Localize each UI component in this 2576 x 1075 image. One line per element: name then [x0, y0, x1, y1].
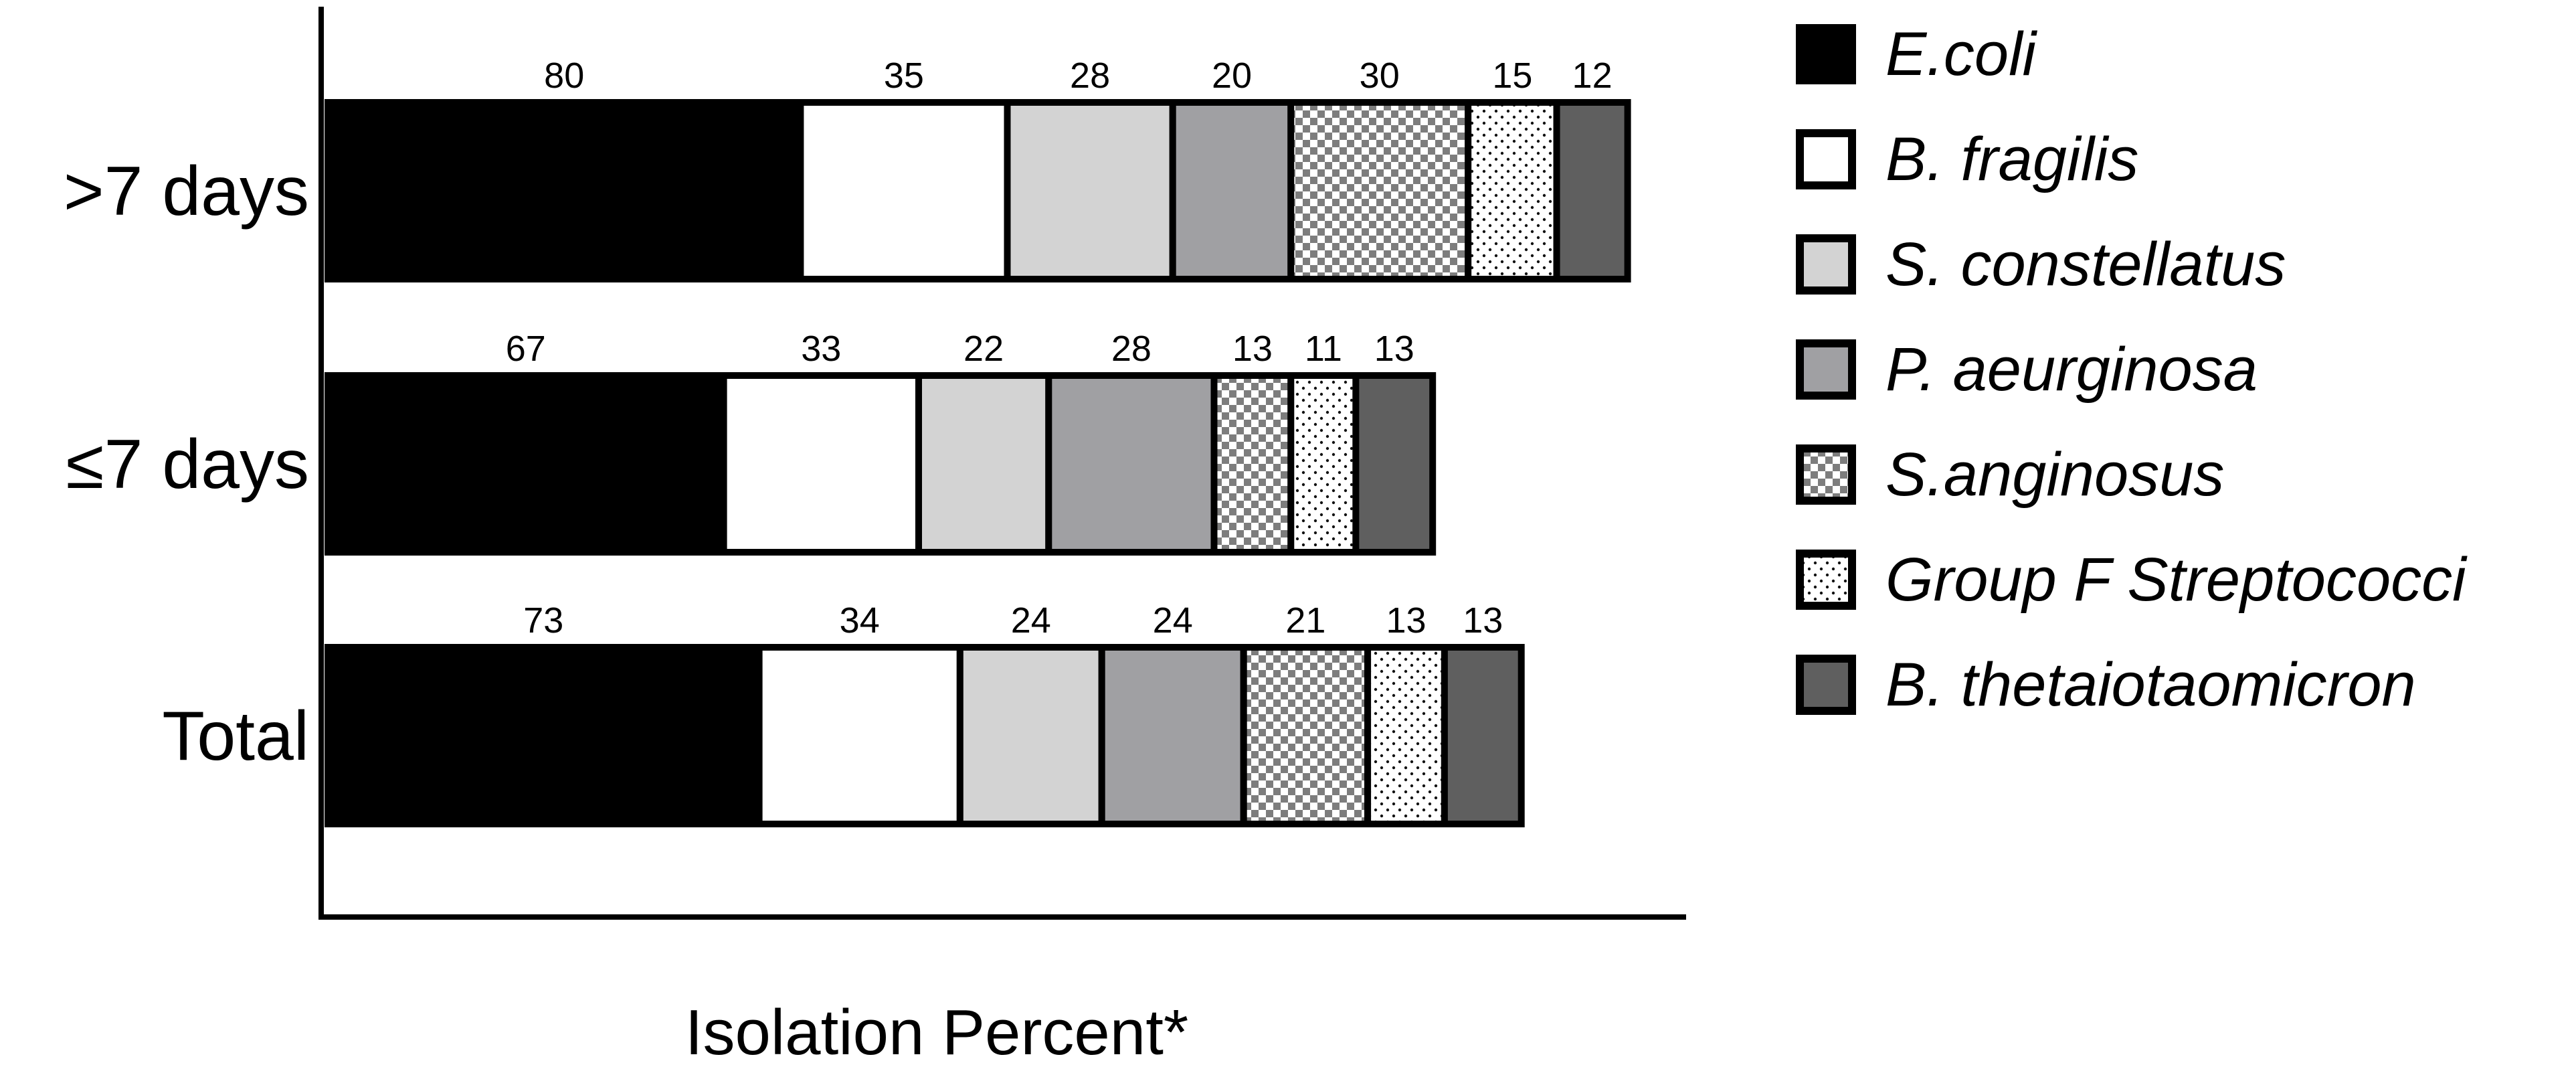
- legend-swatch-group-f-streptococci: [1796, 550, 1856, 610]
- bar-segment-b-thetaiotaomicron-gt-7-days: [1553, 99, 1631, 282]
- data-label-s-anginosus-total: 21: [1285, 600, 1325, 641]
- x-axis-label: Isolation Percent*: [685, 997, 1188, 1068]
- bar-segment-e-coli-le-7-days: [325, 372, 727, 556]
- data-label-s-constellatus-gt-7-days: 28: [1070, 56, 1110, 96]
- legend-label-group-f-streptococci: Group F Streptococci: [1885, 546, 2468, 614]
- data-label-group-f-streptococci-gt-7-days: 15: [1492, 56, 1532, 96]
- category-label-gt-7-days: >7 days: [64, 153, 309, 230]
- legend-swatch-b-fragilis: [1796, 129, 1856, 189]
- data-label-group-f-streptococci-total: 13: [1386, 600, 1426, 641]
- legend-swatch-s-constellatus: [1796, 234, 1856, 295]
- bar-segment-b-thetaiotaomicron-le-7-days: [1352, 372, 1437, 556]
- bar-segment-s-anginosus-le-7-days: [1210, 372, 1295, 556]
- bar-segment-b-fragilis-le-7-days: [720, 372, 922, 556]
- data-label-s-constellatus-total: 24: [1011, 600, 1051, 641]
- legend-label-e-coli: E.coli: [1885, 20, 2038, 88]
- bar-segment-s-constellatus-le-7-days: [915, 372, 1052, 556]
- bar-segment-s-anginosus-gt-7-days: [1287, 99, 1472, 282]
- category-labels: >7 days ≤7 days Total: [64, 153, 309, 775]
- legend-swatch-p-aeurginosa: [1796, 339, 1856, 400]
- bar-segment-p-aeurginosa-le-7-days: [1045, 372, 1218, 556]
- bar-segment-b-thetaiotaomicron-total: [1441, 644, 1525, 827]
- data-label-s-anginosus-le-7-days: 13: [1232, 329, 1273, 369]
- data-label-group-f-streptococci-le-7-days: 11: [1305, 329, 1342, 369]
- bar-segment-b-fragilis-gt-7-days: [797, 99, 1011, 282]
- legend: E.coli B. fragilis S. constellatus P. aeurg…: [1796, 20, 2468, 719]
- bar-segment-group-f-streptococci-gt-7-days: [1465, 99, 1560, 282]
- bar-segment-s-anginosus-total: [1240, 644, 1372, 827]
- legend-swatch-s-anginosus: [1796, 444, 1856, 505]
- bar-segment-p-aeurginosa-total: [1098, 644, 1247, 827]
- bar-segment-s-constellatus-total: [956, 644, 1105, 827]
- data-label-p-aeurginosa-total: 24: [1153, 600, 1193, 641]
- legend-label-p-aeurginosa: P. aeurginosa: [1885, 335, 2258, 404]
- legend-swatch-e-coli: [1796, 24, 1856, 84]
- bars-layer: 80 35 28 20 30 15 12 67 33 22 28 13 11 13 73 34 24 24 21 13…: [325, 56, 1631, 827]
- bar-segment-group-f-streptococci-total: [1364, 644, 1448, 827]
- bar-segment-s-constellatus-gt-7-days: [1004, 99, 1176, 282]
- category-label-le-7-days: ≤7 days: [66, 426, 310, 503]
- bar-segment-b-fragilis-total: [755, 644, 963, 827]
- data-label-p-aeurginosa-gt-7-days: 20: [1212, 56, 1252, 96]
- data-label-b-fragilis-total: 34: [840, 600, 880, 641]
- bar-segment-e-coli-total: [325, 644, 763, 827]
- bar-segment-e-coli-gt-7-days: [325, 99, 804, 282]
- data-label-e-coli-le-7-days: 67: [506, 329, 546, 369]
- category-label-total: Total: [162, 697, 309, 775]
- data-label-s-anginosus-gt-7-days: 30: [1360, 56, 1400, 96]
- data-label-b-thetaiotaomicron-gt-7-days: 12: [1572, 56, 1613, 96]
- data-label-e-coli-gt-7-days: 80: [544, 56, 584, 96]
- data-label-s-constellatus-le-7-days: 22: [963, 329, 1004, 369]
- data-label-b-fragilis-le-7-days: 33: [801, 329, 841, 369]
- bar-segment-p-aeurginosa-gt-7-days: [1169, 99, 1295, 282]
- data-label-e-coli-total: 73: [523, 600, 563, 641]
- bar-segment-group-f-streptococci-le-7-days: [1287, 372, 1360, 556]
- data-label-b-thetaiotaomicron-total: 13: [1463, 600, 1503, 641]
- legend-label-b-thetaiotaomicron: B. thetaiotaomicron: [1885, 651, 2416, 719]
- legend-swatch-b-thetaiotaomicron: [1796, 655, 1856, 715]
- legend-label-b-fragilis: B. fragilis: [1885, 125, 2138, 193]
- legend-label-s-constellatus: S. constellatus: [1885, 230, 2286, 299]
- data-label-p-aeurginosa-le-7-days: 28: [1111, 329, 1152, 369]
- data-label-b-thetaiotaomicron-le-7-days: 13: [1374, 329, 1414, 369]
- data-label-b-fragilis-gt-7-days: 35: [884, 56, 924, 96]
- legend-label-s-anginosus: S.anginosus: [1885, 440, 2224, 509]
